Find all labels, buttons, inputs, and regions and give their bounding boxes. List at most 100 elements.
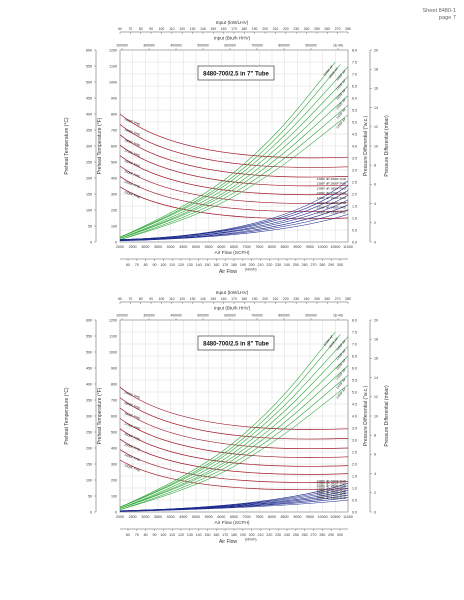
series-line-temperature [119,386,349,430]
series-line-air-pressure [119,76,349,239]
y-tick-label-wc: 4.0 [352,414,357,418]
x-tick-label-nm3: 130 [187,533,193,537]
y-tick-label-wc: 8.0 [352,318,357,322]
x-tick-label-scfh: 3500 [154,515,162,519]
y-tick-label-celsius: 450 [86,366,92,370]
series-line-air-pressure [119,64,341,238]
x-tick-label-scfh: 9000 [293,245,301,249]
series-line-air-pressure [119,331,336,508]
y-tick-label-wc: 1.0 [352,486,357,490]
y-tick-label-fahrenheit: 300 [111,192,117,196]
x-tick-label-scfh: 10000 [318,515,328,519]
y-tick-label-fahrenheit: 600 [111,144,117,148]
top-tick-label-btu: 400000 [170,314,181,318]
top-tick-label-kw: 140 [200,27,206,31]
y-tick-label-mbar: 8 [374,434,376,438]
y-tick-label-celsius: 250 [86,430,92,434]
series-line-air-pressure [119,66,349,238]
series-line-temperature [119,144,349,187]
top-tick-label-kw: 270 [335,297,341,301]
series-line-air-pressure [119,334,341,508]
top-tick-label-kw: 230 [293,297,299,301]
series-line-temperature [119,418,349,458]
y-tick-label-mbar: 12 [374,395,378,399]
series-label-differential-pressure: 1300F dP 1800F PHD [317,186,347,190]
x-tick-label-scfh: 11000 [343,515,353,519]
x-tick-label-nm3: 280 [319,263,325,267]
series-line-temperature [119,449,349,483]
top-tick-label-btu: 600000 [224,314,235,318]
y-tick-label-wc: 2.0 [352,462,357,466]
x-tick-label-nm3: 160 [213,533,219,537]
top-axis-title-kw: Input (kW/LHV) [216,290,249,296]
x-tick-label-nm3: 110 [169,533,175,537]
x-tick-label-nm3: 100 [160,533,166,537]
x-tick-label-nm3: 70 [135,533,139,537]
top-tick-label-kw: 160 [221,27,227,31]
y-tick-label-celsius: 250 [86,160,92,164]
series-label-air-pressure: 1800F AP [335,69,347,82]
y-tick-label-wc: 0.5 [352,498,357,502]
x-tick-label-nm3: 80 [144,533,148,537]
series-label-temperature: 1800F PHD [124,411,142,421]
x-tick-label-nm3: 120 [178,263,184,267]
series-label-air-pressure: 1300F AP [335,117,347,130]
y-tick-label-wc: 4.0 [352,144,357,148]
series-label-air-pressure: 1900F AP [328,336,340,349]
y-tick-label-fahrenheit: 900 [111,366,117,370]
x-tick-label-scfh: 4000 [167,245,175,249]
x-tick-label-scfh: 9000 [293,515,301,519]
series-label-temperature: 1700F PHD [124,148,142,158]
y-tick-label-wc: 3.0 [352,168,357,172]
top-tick-label-kw: 240 [304,297,310,301]
x-tick-label-nm3: 290 [328,263,334,267]
y-tick-label-fahrenheit: 400 [111,446,117,450]
top-tick-label-kw: 110 [169,297,175,301]
y-tick-label-mbar: 2 [374,221,376,225]
series-line-air-pressure [119,61,336,238]
y-tick-label-fahrenheit: 1200 [109,318,117,322]
top-tick-label-btu: 300000 [143,314,154,318]
y-tick-label-mbar: 18 [374,68,378,72]
y-tick-label-wc: 5.5 [352,108,357,112]
x-tick-label-scfh: 2000 [116,245,124,249]
x-tick-label-nm3: 190 [240,263,246,267]
x-tick-label-nm3: 160 [213,263,219,267]
page-number: page 7 [438,15,456,21]
series-label-differential-pressure: 1300F dP 2000F PHD [317,177,347,181]
top-tick-label-btu: 300000 [143,44,154,48]
series-label-temperature: 1500F PHD [124,169,142,179]
series-label-differential-pressure: 1300F dP 1300F PHD [317,496,347,500]
top-tick-label-btu: 900000 [305,314,316,318]
series-line-temperature [119,428,349,467]
y-tick-label-celsius: 550 [86,334,92,338]
top-tick-label-kw: 90 [149,27,153,31]
y-axis-title-wc: Pressure Differential ("w.c.) [363,386,369,447]
x-tick-label-nm3: 300 [337,263,343,267]
top-tick-label-btu: 600000 [224,44,235,48]
top-tick-label-btu: 400000 [170,44,181,48]
y-tick-label-celsius: 200 [86,176,92,180]
y-tick-label-mbar: 4 [374,472,376,476]
series-label-temperature: 1500F PHD [124,442,142,452]
series-label-differential-pressure: 1300F dP 1400F PHD [317,206,347,210]
y-tick-label-fahrenheit: 200 [111,478,117,482]
y-tick-label-wc: 4.5 [352,132,357,136]
series-label-temperature: 1900F PHD [124,128,142,138]
x-tick-label-nm3: 200 [249,263,255,267]
y-tick-label-celsius: 350 [86,398,92,402]
top-tick-label-kw: 220 [283,297,289,301]
y-tick-label-wc: 6.5 [352,84,357,88]
y-tick-label-wc: 6.5 [352,354,357,358]
y-tick-label-celsius: 400 [86,382,92,386]
y-tick-label-mbar: 0 [374,240,376,244]
series-line-temperature [119,407,349,450]
y-tick-label-fahrenheit: 700 [111,398,117,402]
y-tick-label-mbar: 10 [374,144,378,148]
y-tick-label-fahrenheit: 800 [111,112,117,116]
x-tick-label-nm3: 250 [293,263,299,267]
top-tick-label-kw: 210 [273,297,279,301]
top-tick-label-kw: 250 [314,27,320,31]
y-tick-label-fahrenheit: 200 [111,208,117,212]
y-tick-label-wc: 3.0 [352,438,357,442]
